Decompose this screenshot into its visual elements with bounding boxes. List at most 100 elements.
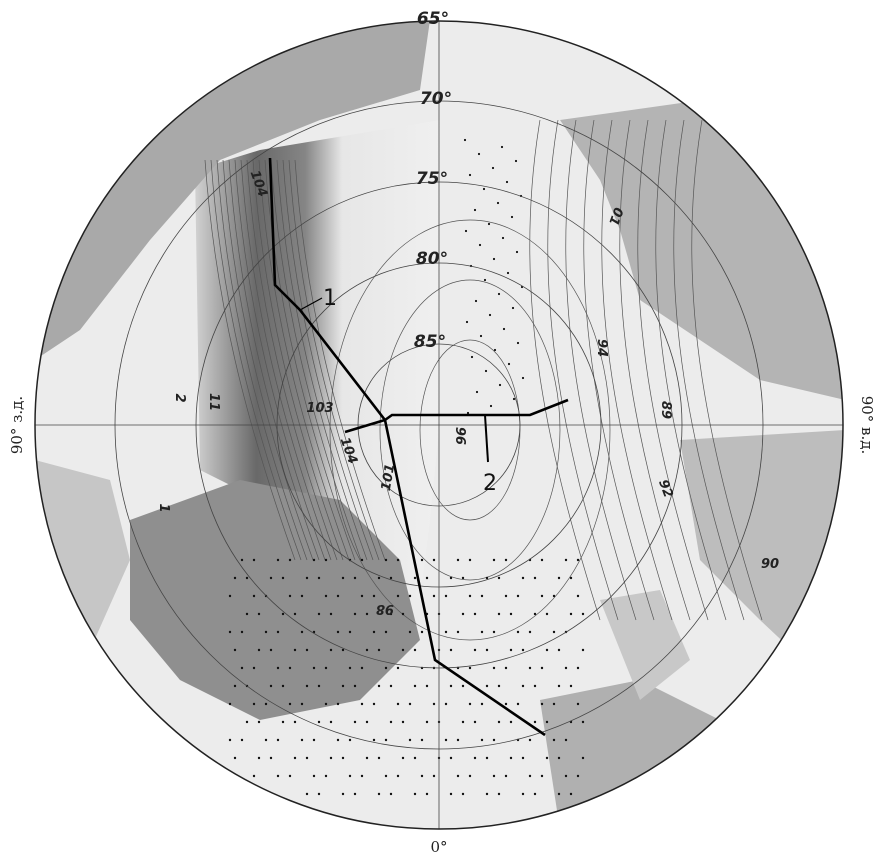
station xyxy=(240,666,244,670)
station xyxy=(413,756,417,760)
station xyxy=(521,648,525,652)
station xyxy=(348,630,352,634)
station xyxy=(473,756,477,760)
station xyxy=(496,201,500,205)
station xyxy=(317,720,321,724)
station xyxy=(413,792,417,796)
station xyxy=(312,558,316,562)
station xyxy=(464,229,468,233)
station xyxy=(269,756,273,760)
station xyxy=(461,720,465,724)
meridian-label: 90° з.д. xyxy=(8,396,26,454)
station xyxy=(240,630,244,634)
station xyxy=(324,774,328,778)
station xyxy=(569,612,573,616)
station xyxy=(468,594,472,598)
station xyxy=(240,558,244,562)
meridian-label: 0° xyxy=(430,838,447,855)
station xyxy=(533,684,537,688)
station xyxy=(461,576,465,580)
station xyxy=(413,684,417,688)
station xyxy=(557,756,561,760)
station xyxy=(336,738,340,742)
latitude-label: 70° xyxy=(420,89,452,109)
station xyxy=(516,594,520,598)
station xyxy=(365,648,369,652)
station xyxy=(557,648,561,652)
station xyxy=(305,756,309,760)
station xyxy=(300,738,304,742)
contour xyxy=(529,119,601,621)
station xyxy=(456,774,460,778)
station xyxy=(425,720,429,724)
contour xyxy=(601,119,673,621)
station xyxy=(533,792,537,796)
station xyxy=(497,792,501,796)
station xyxy=(228,702,232,706)
station xyxy=(324,666,328,670)
station xyxy=(516,630,520,634)
station xyxy=(324,702,328,706)
station xyxy=(245,612,249,616)
station xyxy=(341,792,345,796)
station xyxy=(509,612,513,616)
station xyxy=(479,334,483,338)
station xyxy=(480,738,484,742)
station xyxy=(329,756,333,760)
station xyxy=(360,594,364,598)
contour xyxy=(619,119,691,621)
contour-label: 94 xyxy=(594,339,609,357)
station xyxy=(552,702,556,706)
station xyxy=(293,756,297,760)
station xyxy=(480,630,484,634)
land xyxy=(130,480,420,720)
station xyxy=(516,702,520,706)
station xyxy=(545,720,549,724)
contour-label: 1 xyxy=(156,503,171,512)
station xyxy=(492,558,496,562)
station xyxy=(257,720,261,724)
station xyxy=(288,594,292,598)
station xyxy=(477,152,481,156)
station xyxy=(507,362,511,366)
station xyxy=(317,792,321,796)
station xyxy=(377,684,381,688)
station xyxy=(396,594,400,598)
contour xyxy=(637,119,709,621)
station xyxy=(228,594,232,598)
station xyxy=(360,666,364,670)
station xyxy=(341,648,345,652)
contour xyxy=(240,159,332,561)
station xyxy=(300,630,304,634)
station xyxy=(515,250,519,254)
station xyxy=(408,738,412,742)
station xyxy=(353,792,357,796)
station xyxy=(581,648,585,652)
contour xyxy=(252,159,344,561)
station xyxy=(252,558,256,562)
station xyxy=(497,612,501,616)
station xyxy=(461,792,465,796)
station xyxy=(511,306,515,310)
station xyxy=(432,594,436,598)
contour xyxy=(246,159,338,561)
station xyxy=(353,576,357,580)
station xyxy=(557,576,561,580)
station xyxy=(449,684,453,688)
station xyxy=(468,774,472,778)
station xyxy=(510,215,514,219)
station xyxy=(581,756,585,760)
station xyxy=(288,774,292,778)
contour xyxy=(288,159,380,561)
station xyxy=(305,576,309,580)
station xyxy=(463,138,467,142)
profile-line xyxy=(344,398,569,434)
station xyxy=(372,594,376,598)
station xyxy=(252,702,256,706)
station xyxy=(288,666,292,670)
station xyxy=(228,630,232,634)
station xyxy=(485,648,489,652)
station xyxy=(552,594,556,598)
station xyxy=(401,756,405,760)
station xyxy=(396,702,400,706)
